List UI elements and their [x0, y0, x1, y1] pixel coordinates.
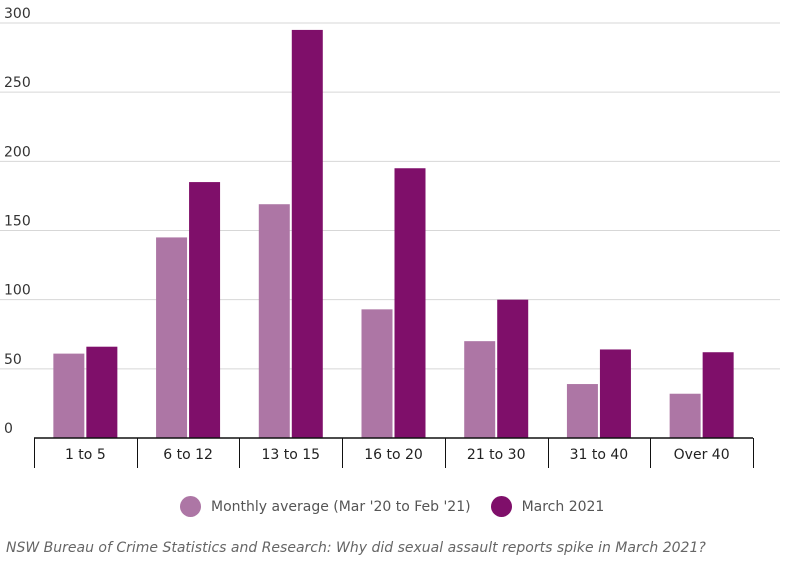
- x-tick-label-4: 16 to 20: [364, 447, 423, 463]
- legend-swatch-march-2021: [490, 496, 512, 517]
- bar-monthly-average-5: [464, 341, 496, 438]
- bar-monthly-average-7: [669, 393, 701, 438]
- bar-march-2021-1: [86, 346, 118, 438]
- x-tick-label-3: 13 to 15: [261, 447, 320, 463]
- legend-item-march-2021: March 2021: [490, 496, 605, 517]
- x-tick-label-5: 21 to 30: [467, 447, 526, 463]
- y-tick-label-150: 150: [4, 214, 31, 230]
- source-note: NSW Bureau of Crime Statistics and Resea…: [6, 540, 706, 556]
- legend-swatch-monthly-average: [180, 496, 201, 517]
- y-tick-label-250: 250: [4, 75, 31, 91]
- y-tick-label-0: 0: [4, 421, 13, 437]
- bar-monthly-average-2: [156, 237, 188, 438]
- x-tick-label-6: 31 to 40: [570, 447, 629, 463]
- legend-item-monthly-average: Monthly average (Mar '20 to Feb '21): [180, 496, 471, 517]
- bar-chart: 0 50 100 150 200 250 300 1 to 5 6 to 12 13 to 15 1…: [0, 6, 780, 468]
- legend-label-monthly-average: Monthly average (Mar '20 to Feb '21): [211, 498, 471, 515]
- bar-monthly-average-1: [53, 353, 85, 438]
- y-tick-label-200: 200: [4, 144, 31, 160]
- legend-label-march-2021: March 2021: [521, 498, 605, 515]
- bar-march-2021-5: [497, 299, 529, 438]
- y-tick-label-300: 300: [4, 6, 31, 22]
- x-tick-label-2: 6 to 12: [163, 447, 213, 463]
- bar-march-2021-4: [394, 168, 426, 438]
- bar-march-2021-2: [189, 182, 221, 438]
- chart-legend: Monthly average (Mar '20 to Feb '21) Mar…: [180, 496, 624, 517]
- x-tick-label-7: Over 40: [674, 447, 730, 463]
- bar-march-2021-7: [702, 352, 734, 438]
- bar-monthly-average-3: [258, 204, 290, 438]
- bar-march-2021-3: [291, 29, 323, 439]
- bar-monthly-average-6: [566, 384, 598, 438]
- bar-march-2021-6: [599, 349, 631, 438]
- y-tick-label-100: 100: [4, 283, 31, 299]
- x-tick-label-1: 1 to 5: [65, 447, 106, 463]
- bar-monthly-average-4: [361, 309, 393, 438]
- y-tick-label-50: 50: [4, 352, 22, 368]
